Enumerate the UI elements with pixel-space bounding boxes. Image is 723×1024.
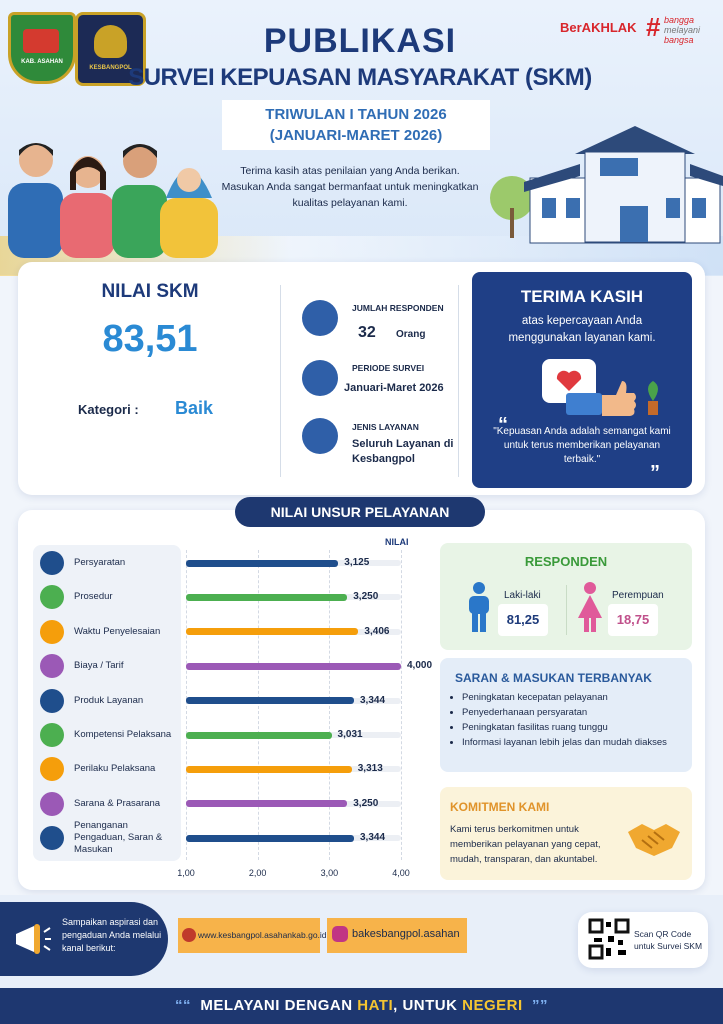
group-value: 18,75: [608, 604, 658, 636]
building-illustration: [490, 126, 723, 244]
subtitle: SURVEI KEPUASAN MASYARAKAT (SKM): [128, 64, 592, 91]
group-label: Perempuan: [612, 590, 664, 601]
person: [8, 143, 63, 258]
motto-band: [0, 988, 723, 1024]
qr-code: [588, 918, 630, 960]
logo-text: KAB. ASAHAN: [21, 59, 63, 65]
people-illustration: [8, 143, 218, 258]
divider: [566, 585, 567, 635]
person: [160, 168, 218, 258]
cta-text: Sampaikan aspirasi dan pengaduan Anda me…: [62, 917, 162, 953]
logo-text: KESBANGPOL: [89, 65, 132, 71]
tagline: bangga melayani bangsa: [664, 15, 700, 45]
web-icon: [182, 928, 196, 942]
instagram-box: [327, 918, 467, 953]
service-icon: [302, 418, 338, 454]
tagline-line: bangga: [664, 15, 695, 25]
title: PUBLIKASI: [263, 22, 457, 60]
category: Baik: [175, 398, 214, 418]
thanks-text: atas kepercayaan Anda menggunakan layana…: [508, 315, 656, 344]
item-value: Seluruh Layanan di Kesbangpol: [352, 438, 454, 465]
divider: [458, 285, 459, 477]
quote-mark: ”: [650, 462, 660, 484]
thanks-title: TERIMA KASIH: [520, 287, 644, 306]
tagline-line: melayani: [664, 25, 701, 35]
item-label: PERIODE SURVEI: [352, 363, 425, 373]
suggestion: Informasi layanan lebih jelas dan mudah …: [462, 735, 667, 750]
commitment-title: KOMITMEN KAMI: [450, 800, 550, 814]
period-icon: [302, 360, 338, 396]
quote-mark: “: [498, 414, 508, 436]
motto-part: MELAYANI DENGAN: [200, 997, 358, 1014]
suggestion: Peningkatan fasilitas ruang tunggu: [462, 720, 667, 735]
brand: BerAKHLAK: [560, 20, 637, 35]
respondents-title: RESPONDEN: [524, 554, 608, 569]
male-icon: [469, 582, 489, 632]
item-unit: Orang: [396, 329, 426, 340]
period-box: [222, 100, 490, 150]
intro-line: Masukan Anda sangat bermanfaat untuk men…: [221, 181, 479, 193]
score-label: NILAI SKM: [101, 281, 199, 302]
intro-line: kualitas pelayanan kami.: [292, 197, 408, 209]
megaphone-icon: [16, 924, 51, 954]
logo-garuda: [94, 25, 127, 58]
logo-kesbangpol: KESBANGPOL: [75, 12, 146, 86]
female-icon: [578, 582, 602, 632]
motto: ““ MELAYANI DENGAN HATI, UNTUK NEGERI ””: [0, 997, 723, 1014]
intro-line: Terima kasih atas penilaian yang Anda be…: [240, 165, 460, 177]
suggestion: Peningkatan kecepatan pelayanan: [462, 690, 667, 705]
suggestions-title: SARAN & MASUKAN TERBANYAK: [455, 671, 652, 685]
motto-part: HATI: [357, 997, 394, 1014]
commitment-text: Kami terus berkomitmen untuk memberikan …: [450, 824, 601, 865]
divider: [280, 285, 281, 477]
value-axis-label: NILAI: [385, 537, 409, 547]
thanks-quote: "Kepuasan Anda adalah semangat kami untu…: [493, 426, 671, 465]
item-label: JUMLAH RESPONDEN: [352, 303, 444, 313]
instagram: bakesbangpol.asahan: [352, 928, 460, 940]
period: TRIWULAN I TAHUN 2026: [265, 106, 447, 123]
instagram-icon: [332, 926, 348, 942]
group-value: 81,25: [498, 604, 548, 636]
website: www.kesbangpol.asahankab.go.id: [198, 930, 327, 940]
group-label: Laki-laki: [504, 590, 541, 601]
category-panel: [33, 545, 181, 861]
item-value: Januari-Maret 2026: [344, 382, 444, 394]
item-label: JENIS LAYANAN: [352, 422, 419, 432]
tagline-mark: #: [646, 12, 661, 42]
handshake-icon: [628, 824, 680, 856]
section-title: NILAI UNSUR PELAYANAN: [235, 497, 485, 527]
quote-mark: ““: [174, 997, 201, 1014]
suggestions-box: [440, 658, 692, 772]
period-range: (JANUARI-MARET 2026): [269, 127, 443, 144]
logo-emblem: [23, 29, 59, 53]
website-box: [178, 918, 320, 953]
person: [112, 144, 167, 258]
category-label: Kategori :: [78, 402, 139, 417]
score: 83,51: [102, 318, 198, 360]
thanks-illustration: [542, 359, 658, 416]
logo-regency: KAB. ASAHAN: [8, 12, 76, 84]
qr-text: Scan QR Code untuk Survei SKM: [634, 929, 703, 951]
person: [60, 156, 115, 258]
item-value: 32: [358, 324, 376, 341]
motto-part: , UNTUK: [393, 997, 463, 1014]
quote-mark: ””: [522, 997, 548, 1014]
suggestions-list: Peningkatan kecepatan pelayanan Penyeder…: [450, 690, 667, 750]
respondent-icon: [302, 300, 338, 336]
suggestion: Penyederhanaan persyaratan: [462, 705, 667, 720]
tagline-line: bangsa: [664, 35, 694, 45]
intro: Terima kasih atas penilaian yang Anda be…: [190, 163, 510, 211]
motto-part: NEGERI: [462, 997, 523, 1014]
